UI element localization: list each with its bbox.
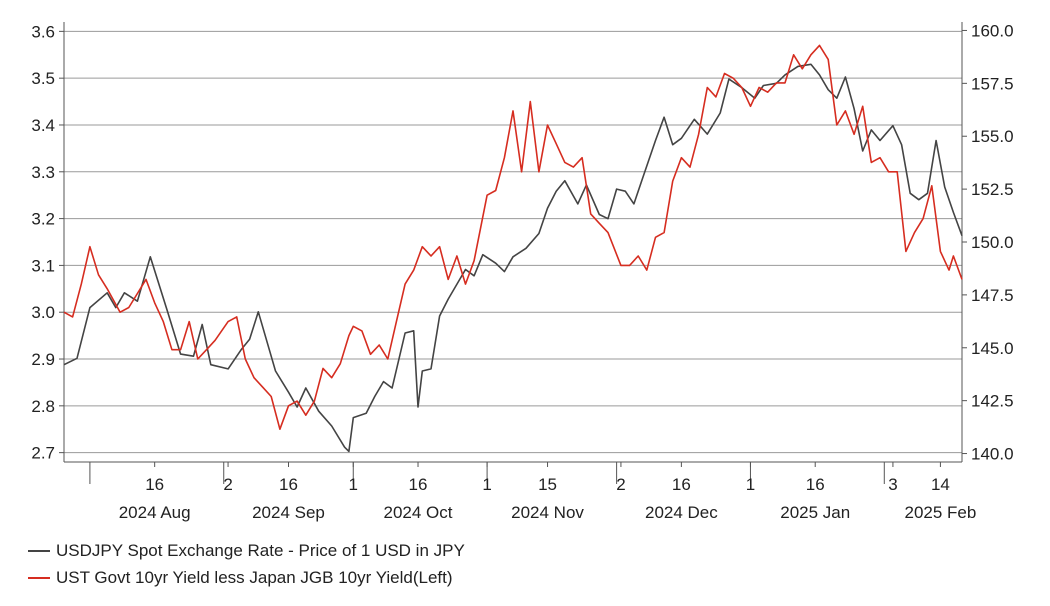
x-day-tick-label-4: 16 [409, 475, 428, 494]
y-left-tick-label-5: 3.2 [31, 210, 55, 229]
y-right-tick-label-3: 147.5 [971, 286, 1014, 305]
x-month-label-2: 2024 Oct [384, 503, 453, 522]
x-month-label-6: 2025 Feb [904, 503, 976, 522]
x-month-label-5: 2025 Jan [780, 503, 850, 522]
x-day-tick-label-5: 1 [482, 475, 491, 494]
y-right-tick-label-6: 155.0 [971, 127, 1014, 146]
legend-label-yield-spread: UST Govt 10yr Yield less Japan JGB 10yr … [56, 568, 453, 587]
y-left-tick-label-7: 3.4 [31, 116, 55, 135]
y-right-tick-label-4: 150.0 [971, 233, 1014, 252]
x-day-tick-label-3: 1 [349, 475, 358, 494]
y-left-tick-label-3: 3.0 [31, 303, 55, 322]
x-day-tick-label-1: 2 [223, 475, 232, 494]
x-month-label-0: 2024 Aug [119, 503, 191, 522]
x-month-label-3: 2024 Nov [511, 503, 584, 522]
y-right-tick-label-7: 157.5 [971, 74, 1014, 93]
legend-item-yield-spread: UST Govt 10yr Yield less Japan JGB 10yr … [28, 568, 453, 588]
y-right-tick-label-2: 145.0 [971, 339, 1014, 358]
legend-swatch-yield-spread [28, 577, 50, 579]
y-left-tick-label-6: 3.3 [31, 163, 55, 182]
series-line-0 [63, 63, 963, 453]
x-day-tick-label-10: 16 [806, 475, 825, 494]
legend-label-usdjpy: USDJPY Spot Exchange Rate - Price of 1 U… [56, 541, 465, 560]
x-day-tick-label-6: 15 [538, 475, 557, 494]
y-left-tick-label-1: 2.8 [31, 397, 55, 416]
legend-swatch-usdjpy [28, 550, 50, 552]
x-day-tick-label-11: 3 [888, 475, 897, 494]
x-day-tick-label-2: 16 [279, 475, 298, 494]
series-line-1 [63, 44, 963, 431]
y-left-tick-label-9: 3.6 [31, 22, 55, 41]
y-right-tick-label-8: 160.0 [971, 21, 1014, 40]
legend-item-usdjpy: USDJPY Spot Exchange Rate - Price of 1 U… [28, 541, 465, 561]
y-right-tick-label-0: 140.0 [971, 445, 1014, 464]
x-day-tick-label-8: 16 [672, 475, 691, 494]
y-left-tick-label-2: 2.9 [31, 350, 55, 369]
x-day-tick-label-7: 2 [616, 475, 625, 494]
x-day-tick-label-0: 16 [145, 475, 164, 494]
y-left-tick-label-0: 2.7 [31, 444, 55, 463]
x-day-tick-label-12: 14 [931, 475, 950, 494]
x-month-label-4: 2024 Dec [645, 503, 718, 522]
y-right-tick-label-1: 142.5 [971, 392, 1014, 411]
y-right-tick-label-5: 152.5 [971, 180, 1014, 199]
chart-svg: 2.7 2.8 2.9 3.0 3.1 3.2 3.3 3.4 3.5 3.6 140.0 142.5… [31, 21, 1014, 522]
x-month-label-1: 2024 Sep [252, 503, 325, 522]
y-left-tick-label-4: 3.1 [31, 256, 55, 275]
y-left-tick-label-8: 3.5 [31, 69, 55, 88]
x-day-tick-label-9: 1 [746, 475, 755, 494]
